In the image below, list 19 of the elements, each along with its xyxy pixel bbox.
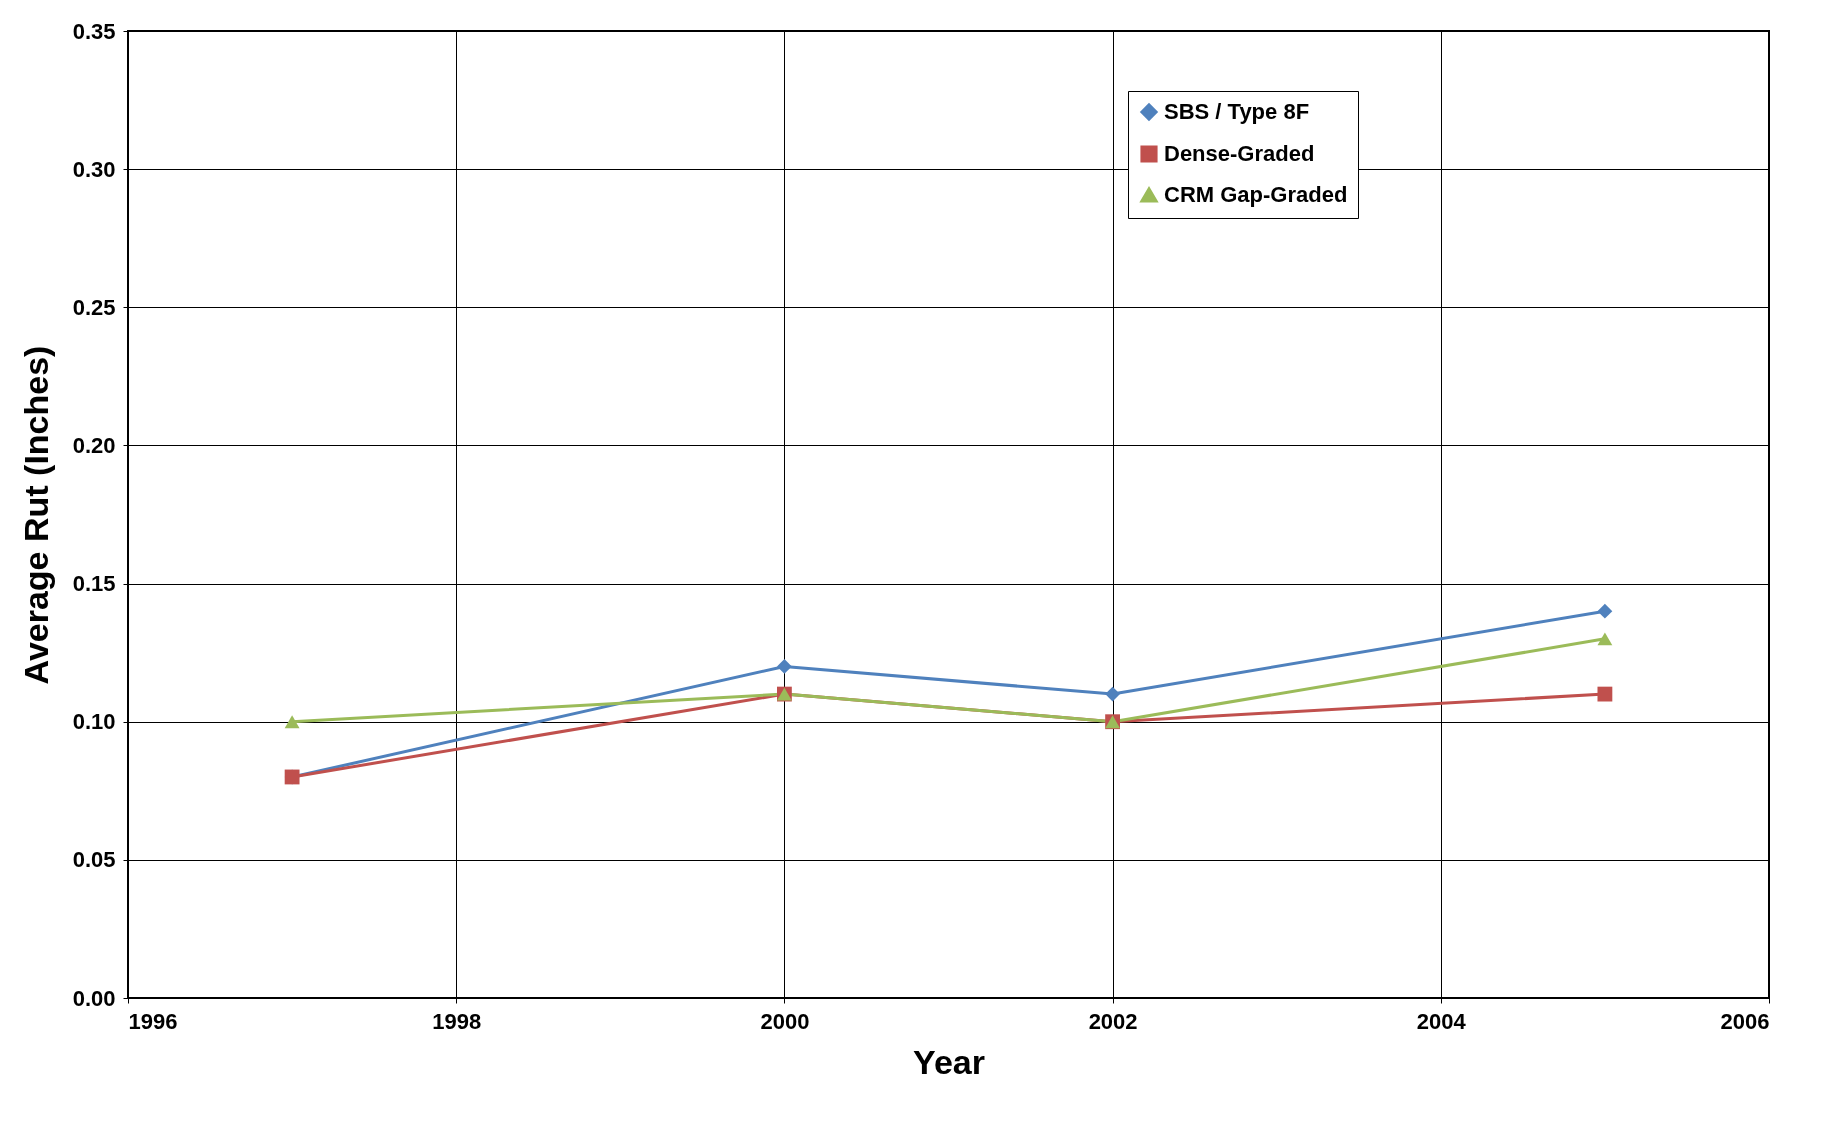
y-tick-label: 0.10 bbox=[72, 709, 116, 735]
x-tick-label: 2002 bbox=[1088, 1008, 1138, 1034]
legend-label: CRM Gap-Graded bbox=[1164, 182, 1348, 207]
x-tick-label: 2000 bbox=[760, 1008, 810, 1034]
y-tick-label: 0.20 bbox=[72, 432, 116, 458]
y-tick-label: 0.25 bbox=[72, 294, 116, 320]
x-tick-label: 1996 bbox=[128, 1008, 178, 1034]
x-tick-label: 1998 bbox=[432, 1008, 482, 1034]
y-axis-title: Average Rut (Inches) bbox=[16, 345, 55, 685]
y-tick-label: 0.05 bbox=[72, 847, 116, 873]
y-tick-label: 0.35 bbox=[72, 18, 116, 44]
y-tick-label: 0.15 bbox=[72, 571, 116, 597]
y-tick-label: 0.30 bbox=[72, 156, 116, 182]
legend-label: Dense-Graded bbox=[1164, 141, 1315, 166]
x-tick-label: 2004 bbox=[1416, 1008, 1467, 1034]
x-tick-label: 2006 bbox=[1720, 1008, 1770, 1034]
legend-label: SBS / Type 8F bbox=[1164, 99, 1310, 124]
y-tick-label: 0.00 bbox=[72, 985, 116, 1011]
x-axis-title: Year bbox=[913, 1042, 985, 1081]
